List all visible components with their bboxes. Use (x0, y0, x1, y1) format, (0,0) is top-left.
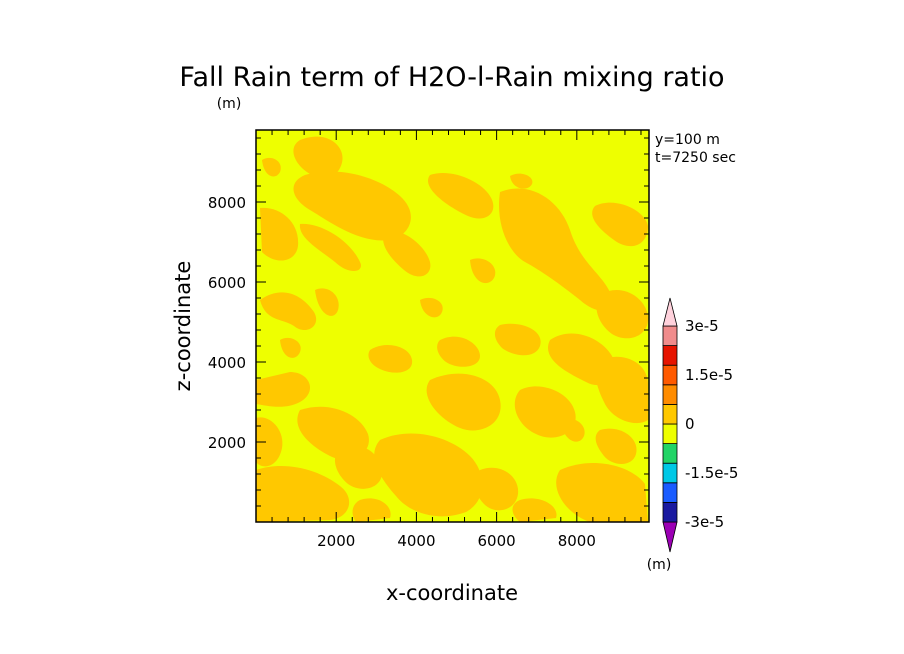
positive-region (595, 356, 648, 424)
positive-region (420, 297, 443, 318)
colorbar-label: 0 (685, 415, 695, 433)
positive-region (560, 418, 585, 442)
positive-region (383, 230, 431, 277)
colorbar-segment (662, 482, 678, 503)
plot-frame (255, 129, 650, 523)
colorbar-segment (662, 423, 678, 445)
plot-area: 2000 4000 6000 8000 2000 4000 6000 8000 (208, 129, 650, 550)
positive-region (262, 157, 281, 177)
positive-region (596, 289, 649, 339)
x-tick-label: 6000 (478, 532, 516, 550)
chart-title: Fall Rain term of H2O-l-Rain mixing rati… (179, 62, 724, 93)
positive-region (256, 417, 283, 467)
positive-region (474, 467, 519, 511)
positive-region (256, 372, 311, 407)
positive-region (512, 498, 557, 522)
positive-region (470, 258, 496, 284)
positive-region (494, 323, 541, 356)
positive-region (280, 337, 301, 358)
positive-region (592, 202, 648, 247)
x-tick-label: 4000 (397, 532, 435, 550)
positive-region (514, 386, 576, 438)
colorbar-segment (662, 325, 678, 347)
y-tick-label: 2000 (208, 434, 246, 452)
positive-region (260, 292, 317, 331)
positive-region (256, 465, 350, 522)
colorbar-segment (662, 297, 678, 327)
y-axis-label: z-coordinate (171, 261, 195, 392)
colorbar-segment (662, 501, 678, 523)
positive-region (595, 428, 637, 464)
x-axis-label: x-coordinate (386, 581, 518, 605)
colorbar-label: -1.5e-5 (685, 464, 738, 482)
positive-region (437, 336, 480, 367)
positive-region (499, 188, 613, 311)
positive-region (426, 373, 501, 431)
axis-ticks: 2000 4000 6000 8000 2000 4000 6000 8000 (208, 130, 649, 550)
colorbar-unit: (m) (647, 557, 672, 573)
positive-region (334, 445, 383, 489)
annotation-y: y=100 m (655, 132, 720, 148)
positive-region (293, 171, 411, 241)
y-tick-label: 6000 (208, 274, 246, 292)
positive-region (293, 136, 343, 178)
x-tick-label: 8000 (558, 532, 596, 550)
positive-region (260, 207, 299, 261)
colorbar-label: -3e-5 (685, 513, 724, 531)
colorbar-segment (662, 443, 678, 464)
positive-region (299, 223, 361, 272)
positive-region (352, 498, 391, 522)
annotation-t: t=7250 sec (655, 150, 736, 166)
y-tick-label: 8000 (208, 194, 246, 212)
positive-region (315, 288, 339, 316)
positive-regions (256, 136, 649, 522)
positive-region (556, 462, 648, 522)
title-unit: (m) (217, 96, 242, 112)
positive-region (510, 173, 533, 189)
x-tick-label: 2000 (317, 532, 355, 550)
colorbar-segment (662, 403, 678, 425)
colorbar-segment (662, 462, 678, 484)
colorbar-segment (662, 345, 678, 366)
positive-region (368, 345, 413, 373)
positive-region (374, 433, 483, 517)
colorbar: -3e-5 -1.5e-5 0 1.5e-5 3e-5 (662, 297, 738, 553)
colorbar-segment (662, 364, 678, 386)
colorbar-label: 1.5e-5 (685, 366, 733, 384)
colorbar-label: 3e-5 (685, 317, 719, 335)
positive-region (428, 172, 494, 219)
y-tick-label: 4000 (208, 354, 246, 372)
colorbar-segment (662, 384, 678, 405)
